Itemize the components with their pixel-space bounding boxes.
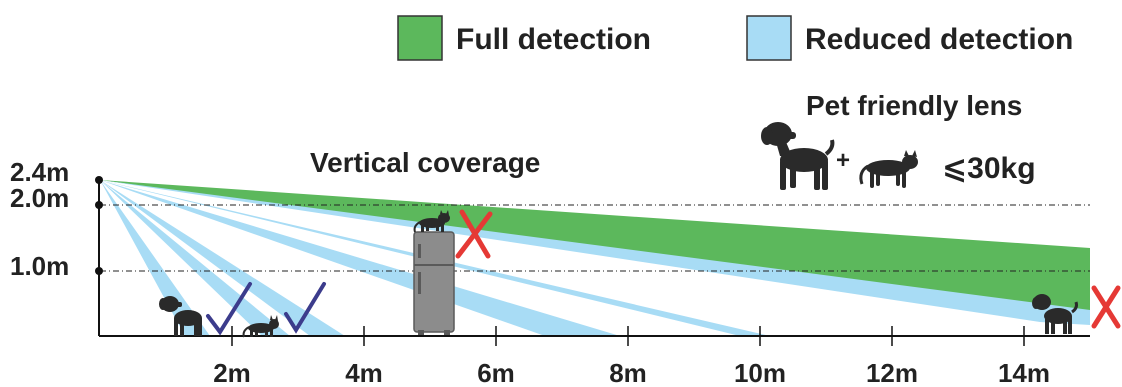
zone-reduced-3 [100,180,620,336]
diagram-title: Vertical coverage [310,147,540,178]
distance-label-4m: 4m [345,358,383,387]
height-guides [100,204,1090,272]
cat-on-fridge-icon [413,210,450,233]
detection-zones [100,180,1090,336]
dot-2-0m [95,201,103,209]
distance-label-12m: 12m [866,358,918,387]
check-icon [284,282,326,334]
pet-lens-plus: + [836,147,850,174]
distance-label-6m: 6m [477,358,515,387]
cat-icon [859,150,918,188]
cross-icon [455,209,493,259]
legend-swatch-reduced [746,15,792,61]
distance-label-2m: 2m [213,358,251,387]
dog-icon [761,122,835,190]
legend-label-full: Full detection [456,23,651,56]
height-label-2-0m: 2.0m [10,183,69,213]
zone-reduced-6 [100,180,210,336]
distance-label-8m: 8m [609,358,647,387]
legend: Full detection Reduced detection [397,15,1073,61]
zone-reduced-4 [100,180,345,336]
fridge-icon [413,231,455,335]
height-dots [95,176,103,275]
pet-lens-limit: ⩽30kg [942,152,1036,185]
distance-label-14m: 14m [998,358,1050,387]
legend-label-reduced: Reduced detection [805,23,1073,56]
dog-far-icon [1032,294,1078,334]
dot-2-4m [95,176,103,184]
dog-ground-icon [159,296,202,336]
ground-ticks [231,326,1025,346]
cat-ground-icon [242,315,279,338]
check-icon [206,282,252,336]
cross-icon [1091,285,1121,329]
dot-1-0m [95,267,103,275]
legend-swatch-full [397,15,443,61]
height-label-1-0m: 1.0m [10,251,69,281]
zone-reduced-1 [100,180,1090,325]
pet-lens-title: Pet friendly lens [806,90,1022,121]
distance-label-10m: 10m [734,358,786,387]
height-label-2-4m: 2.4m [10,157,69,187]
